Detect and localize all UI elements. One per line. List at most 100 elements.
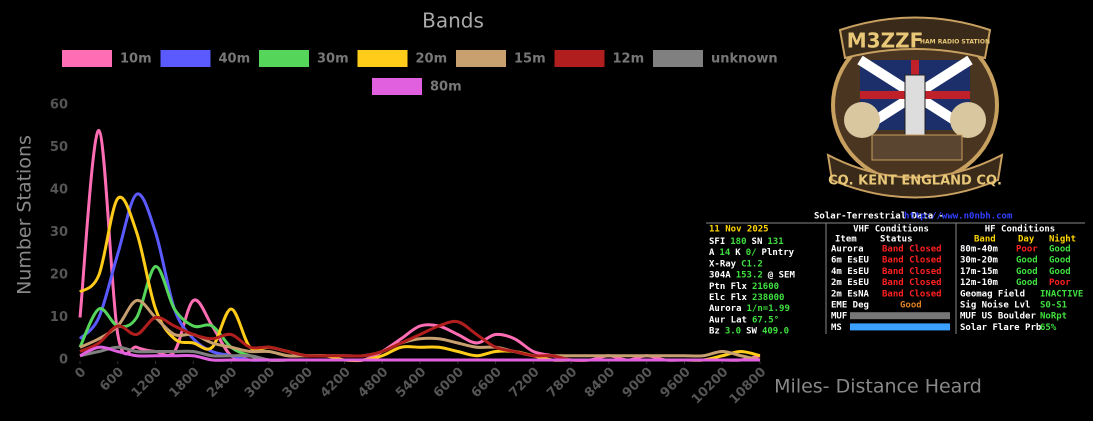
solar-title: Solar-Terrestrial Data - <box>814 211 944 222</box>
solar-url[interactable]: http://www.n0nbh.com <box>904 212 1013 222</box>
hf-band: MUF US Boulder <box>960 312 1036 322</box>
legend-label: 10m <box>120 52 152 67</box>
vhf-status: Band Closed <box>882 289 942 299</box>
solar-label: SFI <box>709 237 725 247</box>
hf-head: Band <box>974 235 996 245</box>
solar-label: X-Ray <box>709 259 737 269</box>
hf-head: Day <box>1018 235 1035 245</box>
hf-status: NoRpt <box>1040 312 1067 322</box>
y-tick-label: 10 <box>50 310 68 325</box>
solar-value: 180 <box>730 237 746 247</box>
scale-bar <box>850 312 950 320</box>
callsign: M3ZZF <box>847 29 923 53</box>
solar-row: X-Ray C1.2 <box>709 259 763 269</box>
legend-label: 15m <box>514 52 546 67</box>
legend-label: 30m <box>317 52 349 67</box>
vhf-title: VHF Conditions <box>853 224 929 235</box>
hf-band: 17m-15m <box>960 267 999 277</box>
solar-label: SN <box>752 237 763 247</box>
legend-label: 40m <box>219 52 251 67</box>
solar-value: 14 <box>719 248 730 258</box>
solar-date: 11 Nov 2025 <box>709 225 769 235</box>
vhf-status: Band Closed <box>882 256 942 266</box>
solar-label: Plntry <box>762 248 795 258</box>
y-tick-label: 0 <box>59 353 68 368</box>
figure <box>950 102 986 138</box>
vhf-status: Band Closed <box>882 245 942 255</box>
legend-swatch <box>160 50 211 67</box>
legend-swatch <box>62 50 112 67</box>
solar-row: Aurora 1/n=1.99 <box>709 304 790 314</box>
legend-swatch <box>372 78 422 95</box>
legend-label: 12m <box>613 52 645 67</box>
solar-value: 153.2 <box>736 270 763 280</box>
hf-status: Good <box>1016 278 1038 288</box>
vhf-status: Band Closed <box>882 278 942 288</box>
solar-panel: Solar-Terrestrial Data - http://www.n0nb… <box>706 210 1085 336</box>
solar-label: Ptn Flx <box>709 281 748 291</box>
solar-label: SW <box>746 326 757 336</box>
hf-band: Sig Noise Lvl <box>960 300 1030 311</box>
solar-label: 304A <box>709 270 731 280</box>
solar-label: Aur Lat <box>709 315 747 325</box>
logo-tag: HAM RADIO STATION <box>920 39 990 46</box>
hf-status: Good <box>1049 256 1071 266</box>
hf-band: Geomag Field <box>960 288 1025 299</box>
legend-swatch <box>554 50 605 67</box>
solar-value: 131 <box>767 237 783 247</box>
legend-label: unknown <box>711 52 778 67</box>
solar-value: 3.0 <box>725 326 741 336</box>
hf-status: 65% <box>1040 323 1057 333</box>
solar-row: 304A 153.2 @ SEM <box>709 270 795 280</box>
legend-label: 20m <box>416 52 448 67</box>
banner-bottom <box>826 153 1004 199</box>
solar-row: Aur Lat 67.5° <box>709 315 779 325</box>
legend-swatch <box>357 50 408 67</box>
hf-status: S0-S1 <box>1040 301 1067 311</box>
y-tick-label: 40 <box>50 183 68 198</box>
radio <box>871 134 963 161</box>
vhf-item: 2m EsNA <box>831 289 870 299</box>
solar-value: 0/ <box>746 248 757 258</box>
legend-label: 80m <box>430 80 462 95</box>
series-line <box>79 345 760 362</box>
scale-bar <box>850 323 950 331</box>
solar-row: Ptn Flx 21600 <box>709 281 779 291</box>
vhf-status: Good <box>900 301 922 311</box>
solar-label: A <box>709 248 715 258</box>
hf-status: Good <box>1016 267 1038 277</box>
banner-top <box>838 16 992 60</box>
legend-swatch <box>259 50 309 67</box>
vhf-item: MS <box>831 323 842 333</box>
solar-label: K <box>735 248 741 258</box>
hf-head: Night <box>1049 234 1076 245</box>
solar-value: C1.2 <box>741 259 763 269</box>
vhf-item: Aurora <box>831 245 864 255</box>
chart-title: Bands <box>422 9 484 33</box>
hf-status: Good <box>1016 256 1038 266</box>
hf-status: Poor <box>1016 245 1038 255</box>
y-axis-title: Number Stations <box>14 135 36 295</box>
solar-row: Bz 3.0 SW 409.0 <box>709 326 789 336</box>
hf-status: Poor <box>1049 278 1071 288</box>
vhf-item: 2m EsEU <box>831 278 869 288</box>
solar-label: @ SEM <box>768 270 796 280</box>
vhf-item: MUF <box>831 312 847 322</box>
y-tick-label: 20 <box>50 268 68 283</box>
vhf-head: Status <box>880 235 913 245</box>
hf-status: Good <box>1049 245 1071 255</box>
y-tick-label: 30 <box>50 225 68 240</box>
figure <box>844 102 880 138</box>
solar-row: Elc Flx 238000 <box>709 293 784 303</box>
solar-value: 409.0 <box>762 326 789 336</box>
legend-swatch <box>653 50 703 67</box>
hf-band: Solar Flare Prb <box>960 323 1042 333</box>
y-tick-label: 50 <box>50 140 68 155</box>
solar-label: Bz <box>709 326 720 336</box>
hf-band: 30m-20m <box>960 256 999 266</box>
vhf-status: Band Closed <box>882 267 942 277</box>
legend-swatch <box>456 50 506 67</box>
solar-label: Aurora <box>709 304 742 314</box>
hf-status: Good <box>1049 267 1071 277</box>
